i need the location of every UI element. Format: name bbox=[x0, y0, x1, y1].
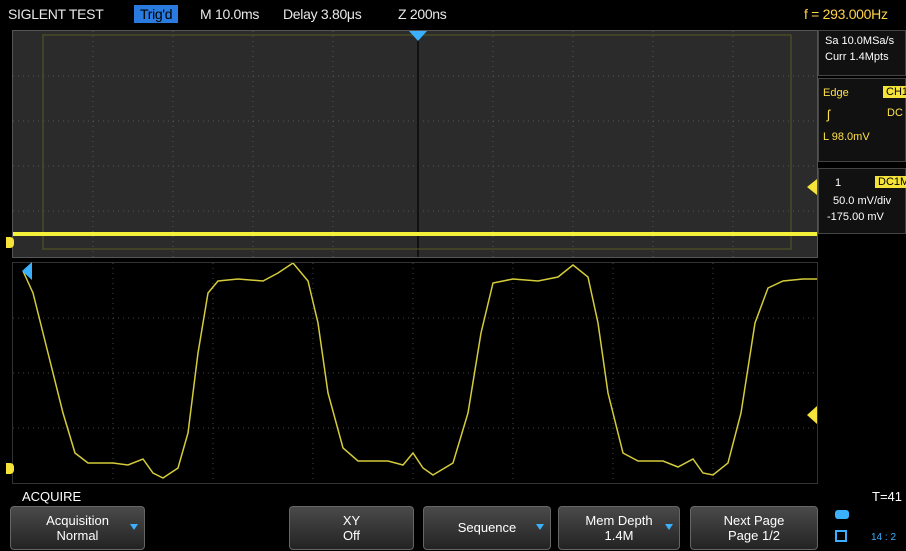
memory-depth: Curr 1.4Mpts bbox=[825, 51, 889, 63]
softkey-acquisition-label: Acquisition bbox=[46, 513, 109, 528]
zoom-trigger-marker[interactable] bbox=[22, 262, 32, 280]
delay-readout[interactable]: Delay 3.80μs bbox=[283, 6, 362, 22]
vertical-scale: 50.0 mV/div bbox=[833, 195, 892, 207]
softkey-mem-depth-label: Mem Depth bbox=[585, 513, 653, 528]
overview-graticule bbox=[13, 31, 817, 257]
softkey-acquisition[interactable]: Acquisition Normal bbox=[10, 506, 145, 550]
ch1-ground-marker-bottom[interactable] bbox=[6, 463, 14, 474]
chevron-down-icon bbox=[130, 524, 138, 530]
zoom-graticule bbox=[13, 262, 817, 483]
status-area: 14 : 2 bbox=[827, 506, 906, 548]
trigger-level-marker-top[interactable] bbox=[807, 179, 817, 195]
trigger-level-marker-bottom[interactable] bbox=[807, 406, 817, 424]
instrument-title: SIGLENT TEST bbox=[8, 6, 104, 22]
zoom-window[interactable] bbox=[12, 262, 818, 484]
timebase-readout[interactable]: M 10.0ms bbox=[200, 6, 260, 22]
softkey-acquisition-value: Normal bbox=[56, 528, 99, 543]
softkey-empty[interactable] bbox=[150, 506, 285, 550]
softkey-sequence[interactable]: Sequence bbox=[423, 506, 551, 550]
ch1-ground-marker-top[interactable] bbox=[6, 237, 14, 248]
softkey-xy-label: XY bbox=[342, 513, 361, 528]
softkey-mem-depth-value: 1.4M bbox=[604, 528, 634, 543]
zoom-readout[interactable]: Z 200ns bbox=[398, 6, 447, 22]
trigger-status-badge: Trig'd bbox=[134, 5, 179, 23]
network-icon bbox=[835, 530, 847, 542]
rising-edge-icon: ʃ bbox=[827, 107, 830, 122]
softkey-next-page[interactable]: Next Page Page 1/2 bbox=[690, 506, 818, 550]
softkey-sequence-label: Sequence bbox=[457, 520, 517, 535]
frequency-readout: f = 293.000Hz bbox=[804, 6, 888, 22]
chevron-down-icon bbox=[665, 524, 673, 530]
channel-coupling: DC1M bbox=[875, 176, 906, 188]
softkey-next-page-value: Page 1/2 bbox=[727, 528, 781, 543]
trigger-info-panel[interactable]: Edge CH1 ʃ DC L 98.0mV bbox=[818, 78, 906, 162]
trigger-position-marker[interactable] bbox=[409, 31, 427, 41]
main-window-overview[interactable] bbox=[12, 30, 818, 258]
trigger-level: L 98.0mV bbox=[823, 131, 870, 143]
channel-number: 1 bbox=[835, 177, 842, 189]
acquisition-info-panel[interactable]: Sa 10.0MSa/s Curr 1.4Mpts bbox=[818, 30, 906, 76]
trigger-type: Edge bbox=[823, 87, 849, 99]
sample-rate: Sa 10.0MSa/s bbox=[825, 35, 895, 47]
channel1-info-panel[interactable]: 1 DC1M 50.0 mV/div -175.00 mV bbox=[818, 168, 906, 234]
softkey-xy-value: Off bbox=[342, 528, 361, 543]
softkey-xy[interactable]: XY Off bbox=[289, 506, 414, 550]
time-readout: T=41 bbox=[872, 489, 902, 504]
softkey-next-page-label: Next Page bbox=[723, 513, 785, 528]
menu-title: ACQUIRE bbox=[22, 489, 82, 504]
trigger-coupling: DC bbox=[887, 107, 903, 119]
top-status-bar: SIGLENT TEST Trig'd M 10.0ms Delay 3.80μ… bbox=[0, 0, 906, 28]
trigger-source: CH1 bbox=[883, 86, 906, 98]
usb-icon bbox=[835, 510, 849, 519]
channel1-waveform bbox=[22, 262, 817, 479]
vertical-offset: -175.00 mV bbox=[827, 211, 884, 223]
softkey-mem-depth[interactable]: Mem Depth 1.4M bbox=[558, 506, 680, 550]
chevron-down-icon bbox=[536, 524, 544, 530]
clock-readout: 14 : 2 bbox=[871, 532, 897, 543]
